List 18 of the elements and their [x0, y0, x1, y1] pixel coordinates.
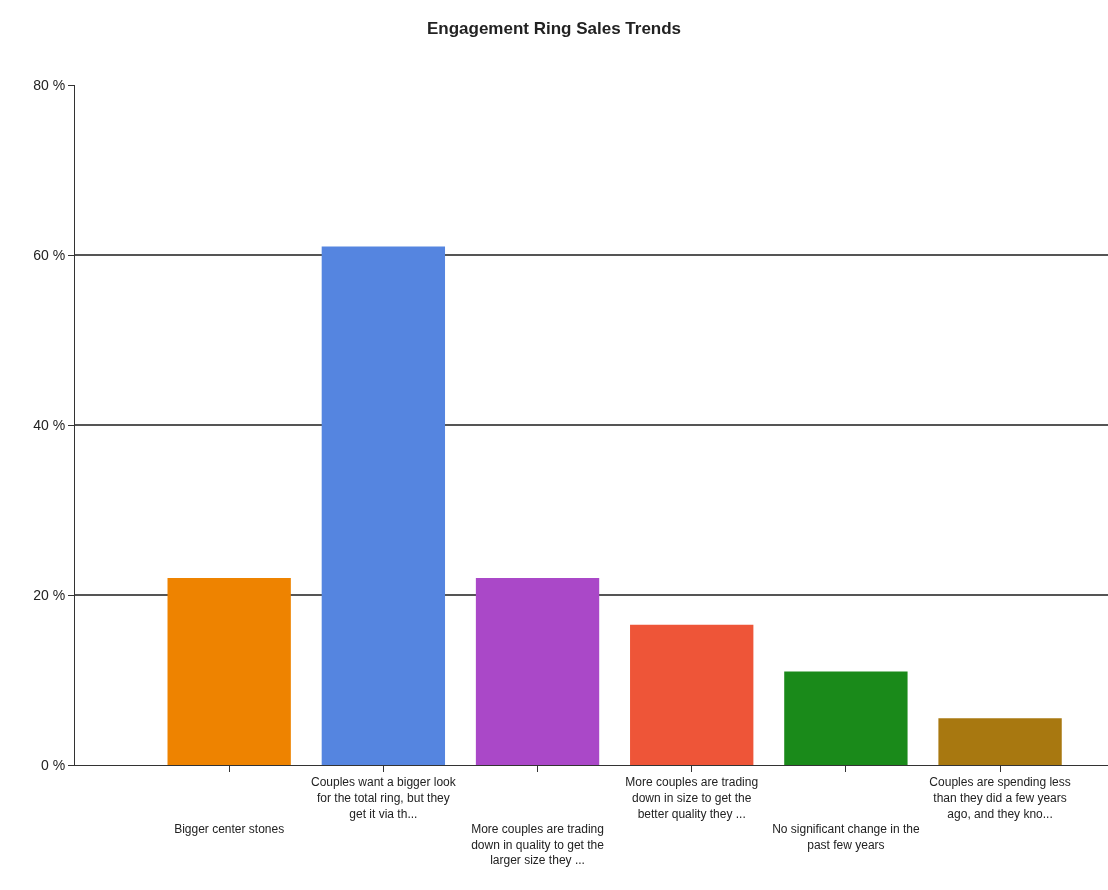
y-tick-label: 40 %: [33, 416, 66, 433]
bar: [475, 578, 600, 765]
x-tick-label: Bigger center stones: [174, 822, 285, 837]
bar: [630, 624, 754, 765]
chart-title: Engagement Ring Sales Trends: [426, 19, 682, 39]
x-tick-label: Couples want a bigger look for the total ring, but they get it via th...: [310, 775, 457, 821]
x-tick-label: Couples are spending less than they did a few years ago, and they kno...: [929, 775, 1071, 821]
y-tick-label: 0 %: [41, 756, 66, 773]
bar: [167, 578, 291, 765]
x-tick-label: No significant change in the past few years: [772, 822, 920, 852]
x-tick-label: More couples are trading down in quality to get the larger size they ...: [471, 822, 605, 868]
y-tick-label: 60 %: [33, 246, 66, 263]
bar: [938, 718, 1062, 765]
bar: [321, 246, 446, 765]
x-tick-label: More couples are trading down in size to get the better quality they ...: [625, 775, 759, 821]
y-tick-label: 20 %: [33, 586, 66, 603]
bar: [784, 671, 908, 765]
y-tick-label: 80 %: [33, 76, 66, 93]
